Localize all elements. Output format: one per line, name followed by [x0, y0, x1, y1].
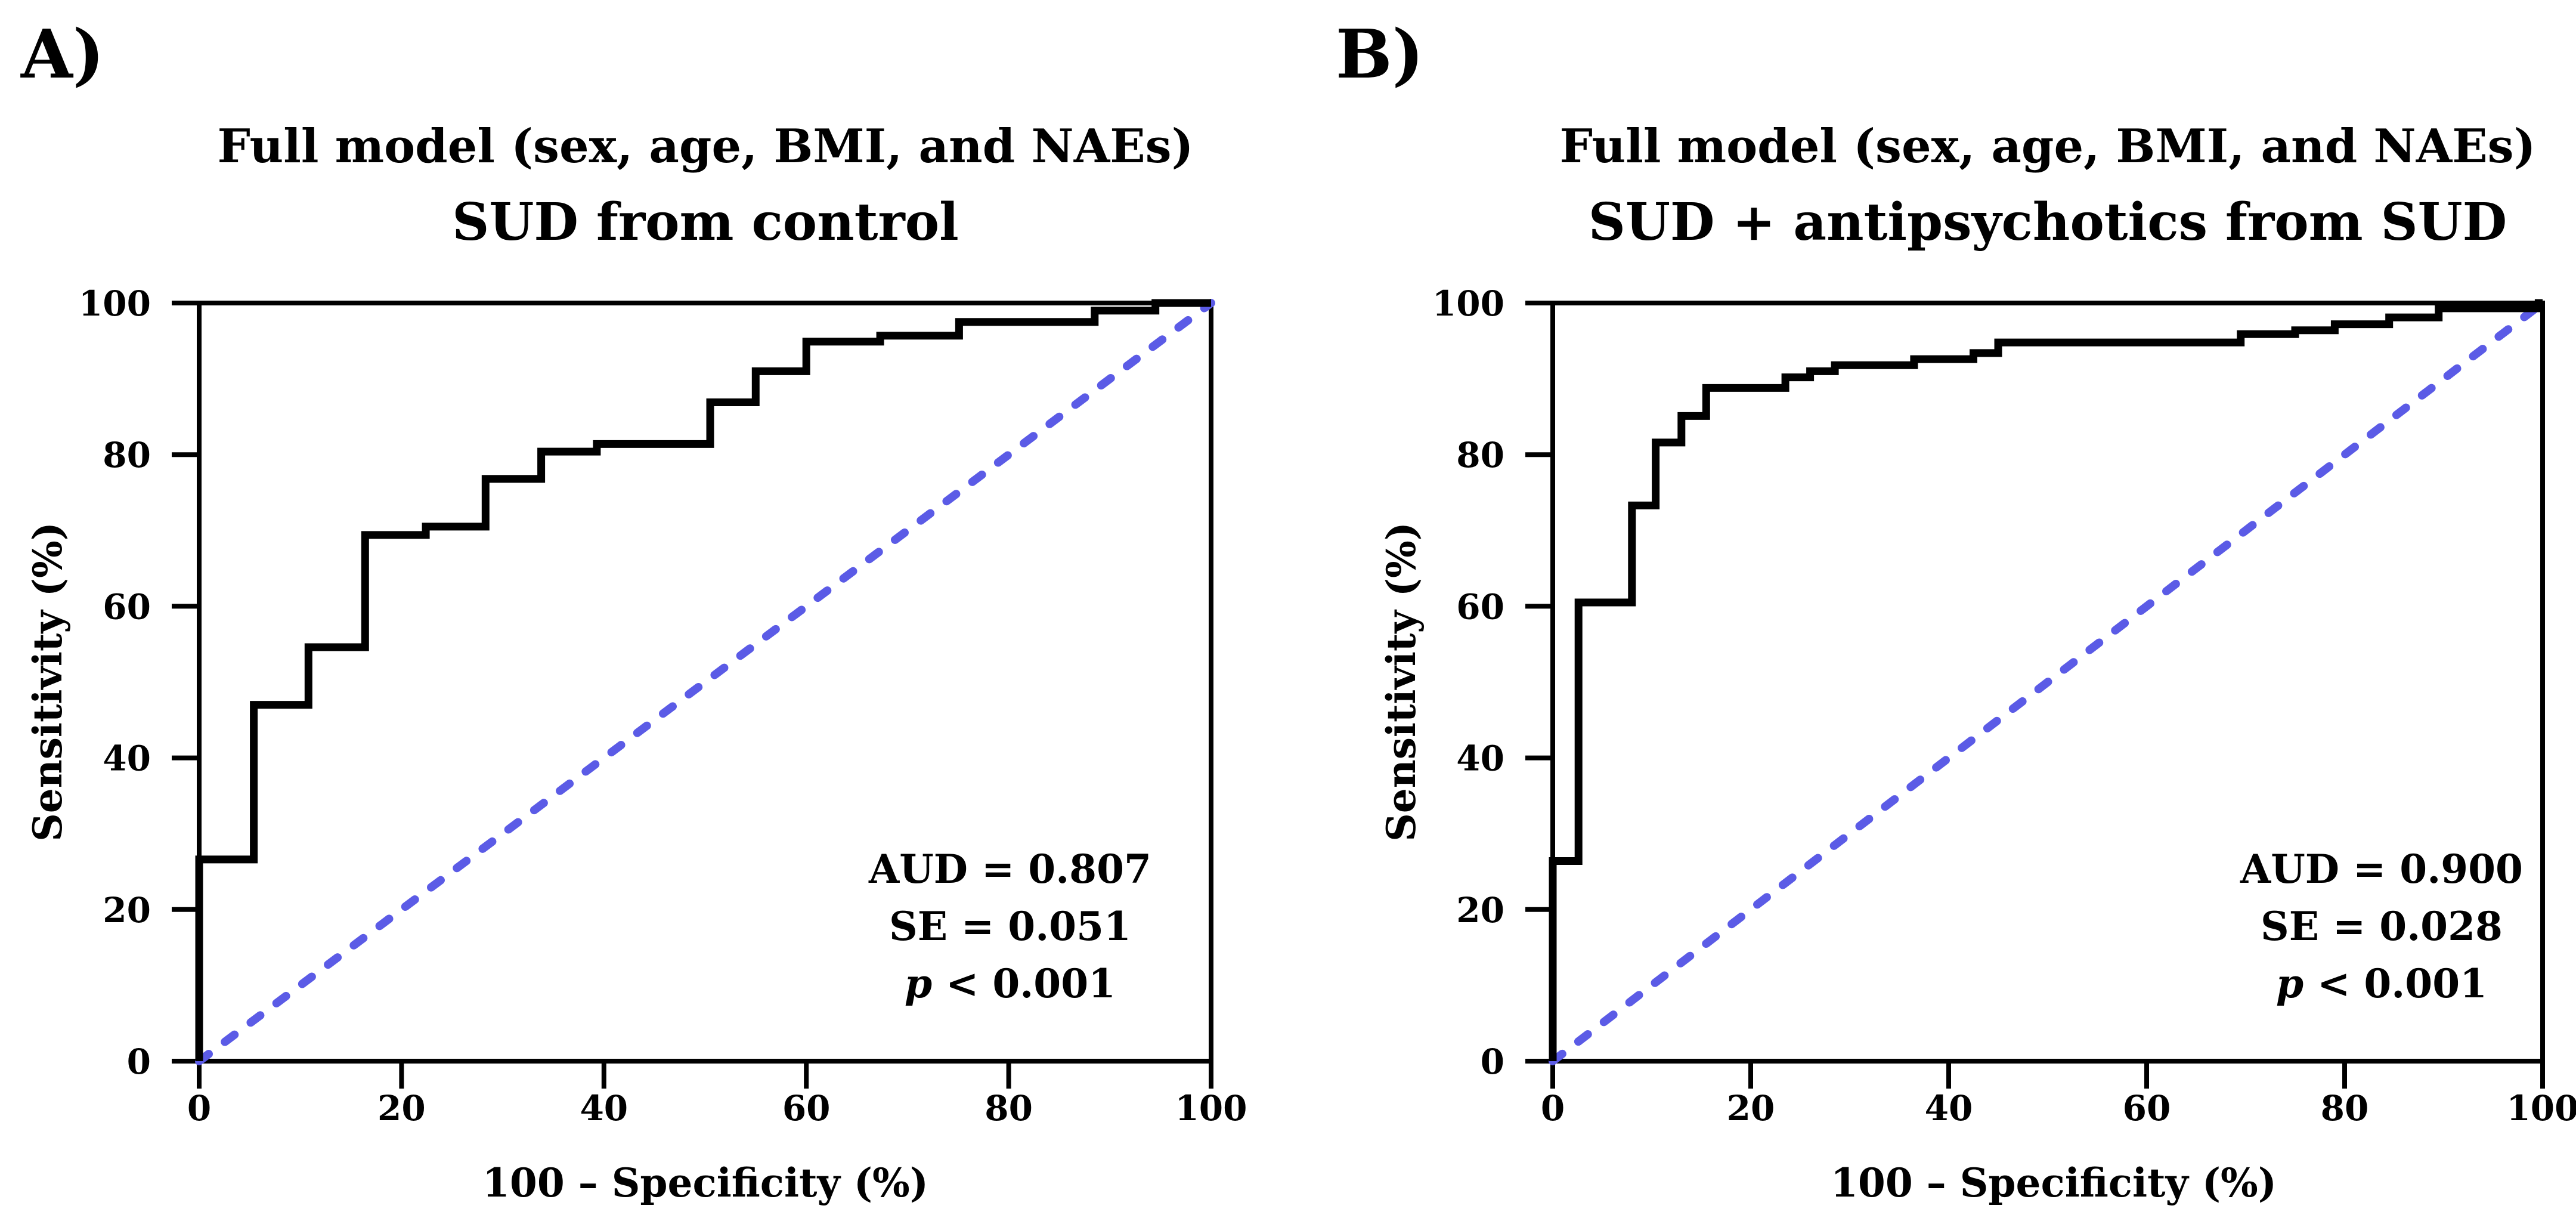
panel-b-se-text: SE = 0.028 [2261, 903, 2503, 950]
panel-a-label: A) [20, 16, 104, 94]
panel-b-p-text: p < 0.001 [2276, 960, 2487, 1007]
panel-a-x-axis-label: 100 – Specificity (%) [482, 1160, 928, 1206]
panel-a-title-line2: SUD from control [452, 192, 959, 252]
panel-b: B) Full model (sex, age, BMI, and NAEs) … [1336, 16, 2576, 1206]
panel-b-roc-curve [1549, 299, 2543, 1061]
panel-a-annotation: AUD = 0.807 SE = 0.051 p < 0.001 [868, 846, 1151, 1007]
panel-b-annotation: AUD = 0.900 SE = 0.028 p < 0.001 [2240, 846, 2523, 1007]
y-tick-label: 40 [103, 738, 151, 779]
panel-a-ticks: 0 20 40 60 80 100 0 20 40 60 80 100 [79, 283, 1247, 1129]
x-tick-label: 60 [782, 1088, 831, 1129]
panel-a-roc-curve [195, 299, 1211, 1061]
panel-a-title-line1: Full model (sex, age, BMI, and NAEs) [217, 119, 1193, 174]
y-tick-label: 20 [1456, 890, 1504, 931]
y-tick-label: 40 [1456, 738, 1504, 779]
panel-b-p-value: < 0.001 [2303, 960, 2487, 1007]
y-tick-label: 20 [103, 890, 151, 931]
panel-b-auc-text: AUD = 0.900 [2240, 846, 2523, 892]
panel-b-p-symbol: p [2276, 960, 2303, 1007]
panel-a-auc-text: AUD = 0.807 [868, 846, 1151, 892]
panel-a-y-axis-label: Sensitivity (%) [24, 522, 71, 842]
x-tick-label: 20 [1727, 1088, 1775, 1129]
panel-a-p-text: p < 0.001 [905, 960, 1116, 1007]
panel-a-p-symbol: p [905, 960, 932, 1007]
x-tick-label: 40 [580, 1088, 628, 1129]
panel-a: A) Full model (sex, age, BMI, and NAEs) … [20, 16, 1247, 1206]
panel-b-label: B) [1336, 16, 1424, 94]
panel-b-title-line2: SUD + antipsychotics from SUD [1589, 192, 2507, 252]
y-tick-label: 60 [103, 586, 151, 627]
panel-b-ticks: 0 20 40 60 80 100 0 20 40 60 80 100 [1432, 283, 2576, 1129]
x-tick-label: 80 [984, 1088, 1033, 1129]
panel-b-y-axis-label: Sensitivity (%) [1378, 522, 1425, 842]
panel-a-se-text: SE = 0.051 [889, 903, 1131, 950]
x-tick-label: 0 [1541, 1088, 1565, 1129]
panel-b-reference-diagonal [1549, 299, 2547, 1065]
y-tick-label: 80 [103, 435, 151, 475]
y-tick-label: 0 [1481, 1041, 1504, 1082]
panel-b-x-axis-label: 100 – Specificity (%) [1831, 1160, 2277, 1206]
y-tick-label: 100 [79, 283, 151, 324]
x-tick-label: 40 [1925, 1088, 1973, 1129]
y-tick-label: 100 [1432, 283, 1504, 324]
panel-a-p-value: < 0.001 [932, 960, 1116, 1007]
x-tick-label: 80 [2321, 1088, 2369, 1129]
x-tick-label: 100 [2506, 1088, 2576, 1129]
panel-b-title-line1: Full model (sex, age, BMI, and NAEs) [1559, 119, 2535, 174]
y-tick-label: 0 [127, 1041, 151, 1082]
x-tick-label: 60 [2123, 1088, 2171, 1129]
y-tick-label: 80 [1456, 435, 1504, 475]
panel-b-plot-frame [1550, 301, 2545, 1064]
panel-a-plot-frame [197, 301, 1213, 1064]
x-tick-label: 0 [187, 1088, 211, 1129]
x-tick-label: 20 [377, 1088, 426, 1129]
x-tick-label: 100 [1175, 1088, 1247, 1129]
y-tick-label: 60 [1456, 586, 1504, 627]
